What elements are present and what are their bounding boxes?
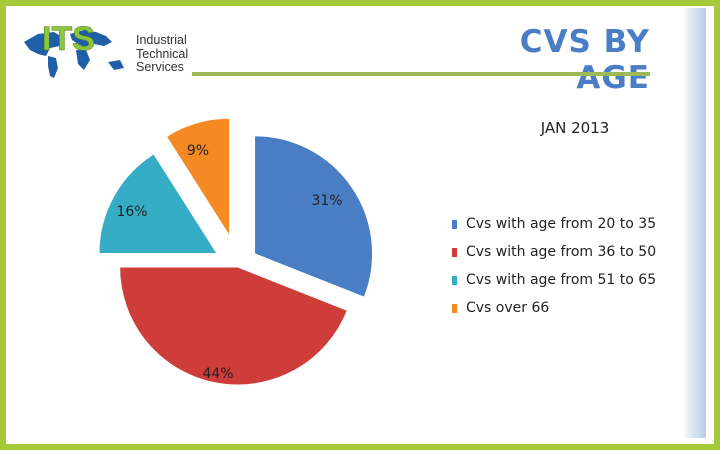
- logo-line-3: Services: [136, 60, 184, 74]
- logo-line-1: Industrial: [136, 33, 187, 47]
- legend-swatch: [452, 303, 457, 313]
- title-rule: [192, 72, 650, 76]
- chart-legend: Cvs with age from 20 to 35 Cvs with age f…: [452, 210, 656, 322]
- slide-title: CVS BY AGE: [519, 24, 650, 96]
- logo-line-2: Technical: [136, 46, 189, 61]
- pie-data-label: 16%: [116, 204, 147, 220]
- logo-mark: ITS: [42, 20, 95, 58]
- legend-item: Cvs with age from 36 to 50: [452, 238, 656, 266]
- its-logo: ITS Industrial Technical Services: [20, 12, 190, 82]
- pie-data-label: 9%: [187, 143, 209, 159]
- pie-data-label: 44%: [202, 366, 233, 382]
- legend-label: Cvs with age from 20 to 35: [466, 216, 657, 232]
- legend-swatch: [452, 275, 457, 285]
- world-map-icon: ITS: [24, 20, 124, 78]
- legend-label: Cvs with age from 51 to 65: [466, 272, 657, 288]
- legend-swatch: [452, 219, 457, 229]
- legend-item: Cvs over 66: [452, 294, 656, 322]
- legend-label: Cvs with age from 36 to 50: [466, 244, 657, 260]
- pie-data-label: 31%: [311, 193, 342, 209]
- pie-slice: [254, 135, 374, 298]
- legend-label: Cvs over 66: [466, 300, 550, 316]
- pie-slice: [98, 153, 218, 254]
- pie-slice: [165, 117, 231, 238]
- slide-side-bar: [682, 8, 706, 438]
- pie-slice: [119, 266, 348, 386]
- legend-swatch: [452, 247, 457, 257]
- chart-subtitle: JAN 2013: [540, 119, 610, 137]
- logo-text: Industrial Technical Services: [136, 33, 189, 75]
- legend-item: Cvs with age from 20 to 35: [452, 210, 656, 238]
- legend-item: Cvs with age from 51 to 65: [452, 266, 656, 294]
